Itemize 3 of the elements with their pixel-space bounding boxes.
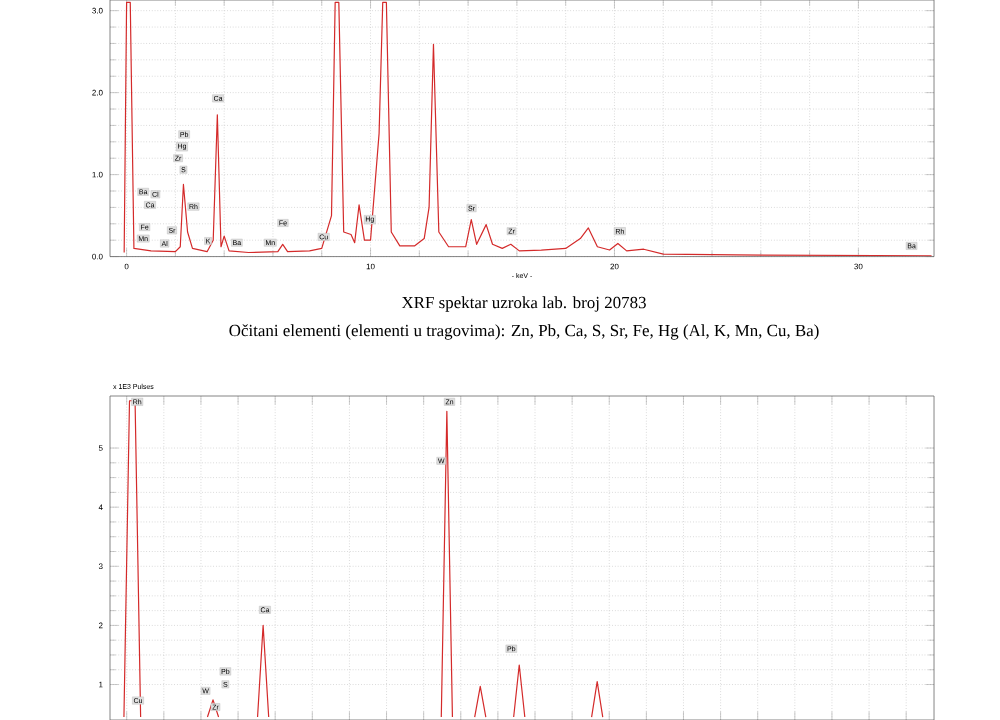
text: XRF spektar uzroka lab. broj 20783 bbox=[401, 296, 646, 312]
line-series bbox=[123, 1, 933, 257]
text: Očitani elementi (elementi u tragovima): Zn, Pb, Ca, S, Sr, Fe, Hg (Al, K, Mn, Cu, Ba) bbox=[229, 324, 819, 340]
